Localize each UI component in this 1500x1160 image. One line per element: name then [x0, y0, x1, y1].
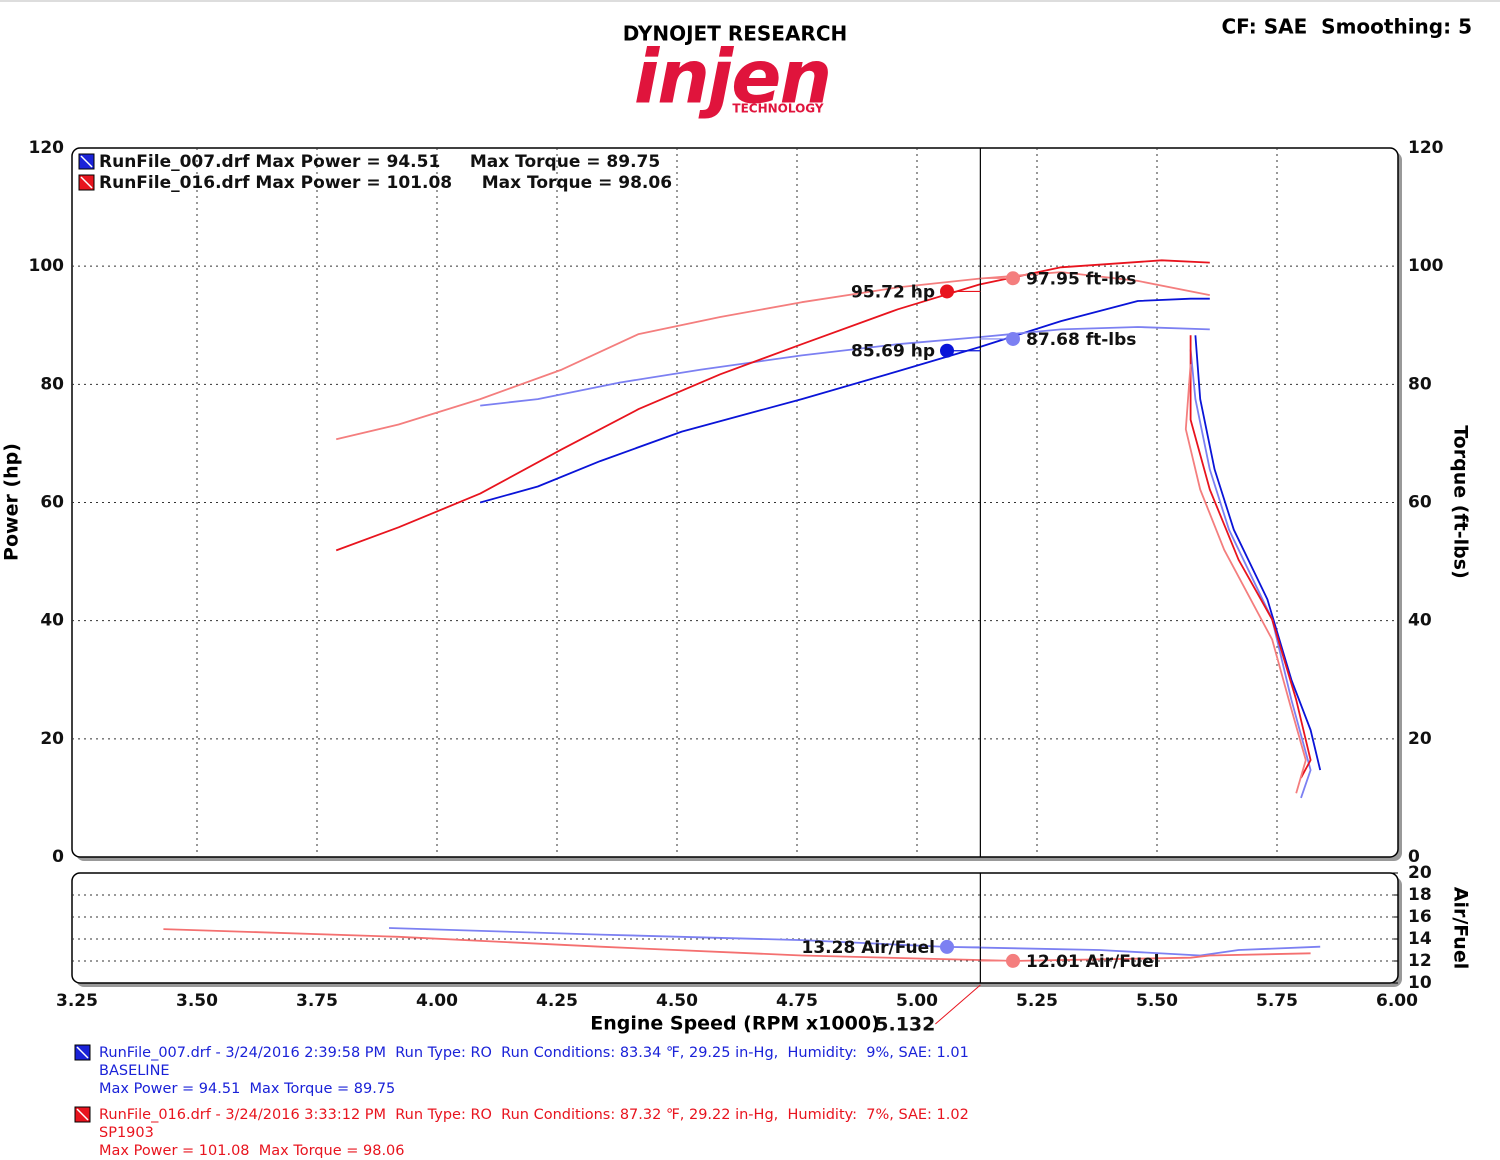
annotation-dot: [940, 284, 954, 299]
legend-icon-stroke: [80, 176, 93, 189]
y-tick-label: 120: [29, 138, 65, 158]
y2-tick-label: 0: [1408, 847, 1420, 867]
x-tick-label: 5.75: [1256, 991, 1298, 1011]
footer-line: RunFile_007.drf - 3/24/2016 2:39:58 PM R…: [99, 1045, 969, 1061]
header-title: DYNOJET RESEARCH: [623, 22, 848, 46]
settings: CF: SAE Smoothing: 5: [1222, 15, 1473, 39]
annotation-dot: [940, 343, 954, 358]
annotation-label: 13.28 Air/Fuel: [802, 938, 936, 958]
annotation-label: 97.95 ft-lbs: [1026, 269, 1136, 289]
y-tick-label: 40: [40, 611, 64, 631]
x-tick-label: 6.00: [1376, 991, 1418, 1011]
footer-line: BASELINE: [99, 1063, 170, 1079]
x-tick-label: 4.25: [536, 991, 578, 1011]
series-line: [335, 259, 1312, 779]
annotation-label: 85.69 hp: [851, 342, 935, 362]
series-line: [163, 928, 1311, 962]
legend-icon-stroke: [76, 1046, 89, 1059]
x-tick-label: 5.25: [1016, 991, 1058, 1011]
logo: injen: [634, 35, 830, 121]
afr-frame: [71, 872, 1399, 984]
y2-tick-label: 120: [1408, 138, 1444, 158]
legend-entry: RunFile_016.drf Max Power = 101.08 Max T…: [99, 173, 672, 193]
footer-line: SP1903: [99, 1125, 154, 1141]
footer-line: RunFile_016.drf - 3/24/2016 3:33:12 PM R…: [99, 1107, 969, 1123]
annotation-label: 12.01 Air/Fuel: [1026, 952, 1160, 972]
series-line: [479, 297, 1322, 771]
legend-icon-stroke: [80, 155, 93, 168]
x-tick-label: 4.75: [776, 991, 818, 1011]
x-axis-title: Engine Speed (RPM x1000): [590, 1013, 880, 1035]
afr-axis-title: Air/Fuel: [1450, 887, 1472, 970]
cursor-label: 5.132: [875, 1014, 935, 1036]
x-tick-label: 4.50: [656, 991, 698, 1011]
annotation-dot: [1006, 271, 1020, 286]
series-line: [388, 927, 1321, 957]
annotation-dot: [1006, 331, 1020, 346]
x-tick-label: 5.00: [896, 991, 938, 1011]
series-line: [480, 326, 1312, 799]
y2-axis-title: Torque (ft-lbs): [1450, 425, 1472, 579]
footer-line: Max Power = 101.08 Max Torque = 98.06: [99, 1143, 405, 1159]
cursor-leader: [935, 984, 981, 1025]
y-tick-label: 0: [52, 847, 64, 867]
y-tick-label: 100: [29, 256, 65, 276]
y-axis-title: Power (hp): [1, 443, 23, 561]
logo-sub: TECHNOLOGY: [732, 102, 823, 116]
y-tick-label: 60: [40, 493, 64, 513]
annotation-label: 87.68 ft-lbs: [1026, 330, 1136, 350]
legend-entry: RunFile_007.drf Max Power = 94.51 Max To…: [99, 152, 660, 172]
x-tick-label: 5.50: [1136, 991, 1178, 1011]
afr-tick-label: 18: [1408, 885, 1432, 905]
annotation-label: 95.72 hp: [851, 282, 935, 302]
y2-tick-label: 100: [1408, 256, 1444, 276]
x-tick-label: 3.75: [296, 991, 338, 1011]
afr-tick-label: 14: [1408, 929, 1432, 949]
y-tick-label: 20: [40, 729, 64, 749]
afr-tick-label: 12: [1408, 951, 1432, 971]
afr-tick-label: 20: [1408, 863, 1432, 883]
series-line: [335, 271, 1307, 794]
x-tick-label: 3.50: [176, 991, 218, 1011]
x-tick-label: 4.00: [416, 991, 458, 1011]
y2-tick-label: 60: [1408, 493, 1432, 513]
y-tick-label: 80: [40, 374, 64, 394]
annotation-dot: [940, 939, 954, 954]
y2-tick-label: 80: [1408, 374, 1432, 394]
afr-tick-label: 16: [1408, 907, 1432, 927]
footer-line: Max Power = 94.51 Max Torque = 89.75: [99, 1081, 395, 1097]
annotation-dot: [1006, 953, 1020, 968]
y2-tick-label: 20: [1408, 729, 1432, 749]
legend-icon-stroke: [76, 1108, 89, 1121]
afr-tick-label: 10: [1408, 973, 1432, 993]
x-tick-label: 3.25: [56, 991, 98, 1011]
y2-tick-label: 40: [1408, 611, 1432, 631]
